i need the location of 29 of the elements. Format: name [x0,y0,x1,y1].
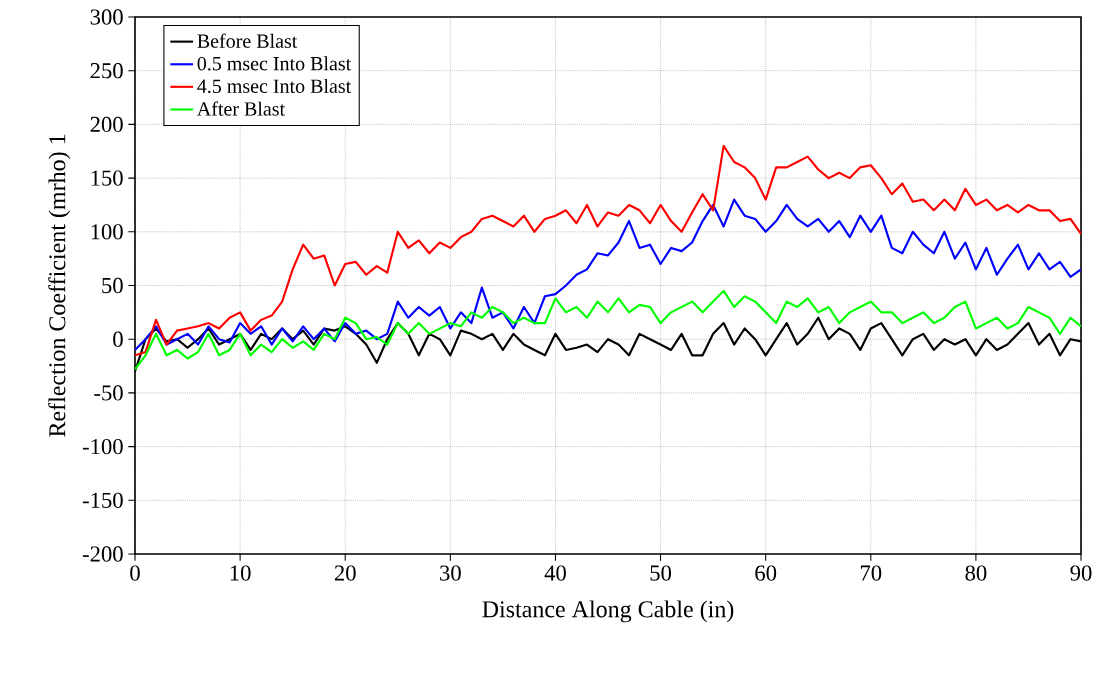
x-tick-label: 90 [1070,565,1092,581]
x-tick-label: 60 [755,565,777,581]
x-tick-label: 80 [965,565,987,581]
x-tick-label: 40 [544,565,566,581]
legend-label: After Blast [197,101,285,116]
y-tick-label: 0 [113,331,123,347]
y-tick-label: 100 [91,224,123,240]
x-tick-label: 0 [130,565,140,581]
legend-label: Before Blast [197,33,298,48]
x-tick-label: 20 [334,565,356,581]
y-tick-label: -100 [82,438,123,455]
y-tick-label: -50 [94,385,123,401]
x-tick-label: 70 [860,565,882,581]
x-tick-label: 50 [650,565,672,581]
line-series [135,198,1082,352]
y-tick-label: -150 [82,492,123,508]
y-axis-title: Reflection Coefficient (mrho) 1 [48,134,71,437]
y-tick-label: 300 [90,9,123,25]
legend-label: 4.5 msec Into Blast [197,78,352,94]
y-tick-label: -200 [82,546,123,562]
x-axis-title: Distance Along Cable (in) [482,600,734,623]
y-tick-label: 200 [90,116,123,133]
legend-label: 0.5 msec Into Blast [197,56,352,71]
y-tick-label: 150 [91,170,123,186]
x-tick-label: 30 [440,565,461,581]
line-series [135,144,1082,357]
y-tick-label: 50 [102,277,123,294]
x-tick-label: 10 [230,565,251,581]
y-tick-label: 250 [90,63,123,79]
